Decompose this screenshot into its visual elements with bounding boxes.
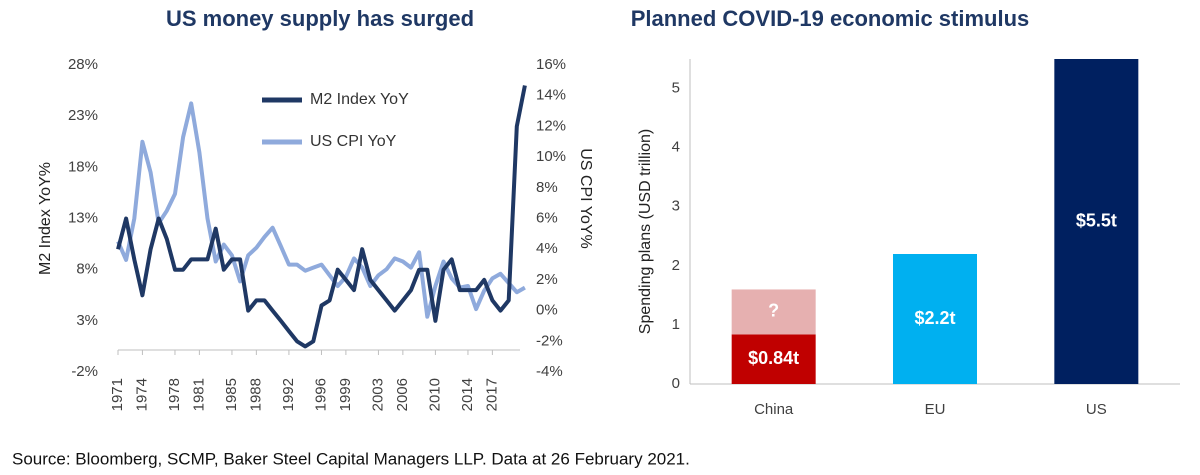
legend-label: US CPI YoY: [310, 133, 397, 150]
y2-tick-label: 14%: [536, 87, 566, 104]
value-label: $0.84t: [748, 348, 799, 368]
chart-title: US money supply has surged: [166, 6, 474, 31]
y-tick-label: 18%: [68, 158, 98, 175]
y2-tick-label: 0%: [536, 302, 558, 319]
y-tick-label: 0: [672, 375, 680, 392]
y-tick-label: 8%: [76, 261, 98, 278]
y2-tick-label: -2%: [536, 332, 563, 349]
y-axis-label: M2 Index YoY%: [37, 162, 54, 275]
x-tick-label: China: [754, 401, 794, 418]
y2-tick-label: 10%: [536, 148, 566, 165]
value-label: $5.5t: [1076, 210, 1117, 230]
y-tick-label: -2%: [71, 363, 98, 380]
y2-tick-label: 8%: [536, 179, 558, 196]
x-tick-label: 2017: [483, 378, 500, 411]
x-tick-label: 1999: [337, 378, 354, 411]
x-tick-label: 2006: [394, 378, 411, 411]
value-label: ?: [768, 301, 779, 321]
x-tick-label: 1988: [247, 378, 264, 411]
x-tick-label: 1971: [109, 378, 126, 411]
x-tick-label: EU: [925, 401, 946, 418]
y2-tick-label: 4%: [536, 240, 558, 257]
chart-title: Planned COVID-19 economic stimulus: [631, 6, 1030, 31]
x-tick-label: 1981: [190, 378, 207, 411]
y2-tick-label: 6%: [536, 209, 558, 226]
bar-segment: [1054, 59, 1139, 384]
y2-axis-label: US CPI YoY%: [577, 148, 594, 249]
bar-segment: [893, 254, 977, 384]
y-tick-label: 28%: [68, 56, 98, 73]
bar-segment: [731, 289, 816, 335]
x-tick-label: US: [1086, 401, 1107, 418]
x-tick-label: 1978: [166, 378, 183, 411]
x-tick-label: 2010: [426, 378, 443, 411]
y-tick-label: 13%: [68, 209, 98, 226]
x-tick-label: 1974: [133, 378, 150, 411]
source-note: Source: Bloomberg, SCMP, Baker Steel Cap…: [12, 449, 690, 468]
y-tick-label: 1: [672, 316, 680, 333]
y-tick-label: 4: [672, 139, 680, 156]
y-tick-label: 23%: [68, 107, 98, 124]
x-tick-label: 2003: [369, 378, 386, 411]
x-tick-label: 1992: [280, 378, 297, 411]
value-label: $2.2t: [914, 308, 955, 328]
y2-tick-label: 12%: [536, 117, 566, 134]
y-tick-label: 3: [672, 198, 680, 215]
y-tick-label: 3%: [76, 312, 98, 329]
y-axis-label: Spending plans (USD trillion): [637, 129, 654, 334]
x-tick-label: 2014: [459, 378, 476, 411]
y-tick-label: 5: [672, 80, 680, 97]
legend-label: M2 Index YoY: [310, 91, 409, 108]
x-tick-label: 1985: [223, 378, 240, 411]
y2-tick-label: -4%: [536, 363, 563, 380]
y2-tick-label: 16%: [536, 56, 566, 73]
y-tick-label: 2: [672, 257, 680, 274]
y2-tick-label: 2%: [536, 271, 558, 288]
bar-segment: [731, 334, 816, 384]
x-tick-label: 1996: [312, 378, 329, 411]
series-line: [116, 85, 527, 349]
